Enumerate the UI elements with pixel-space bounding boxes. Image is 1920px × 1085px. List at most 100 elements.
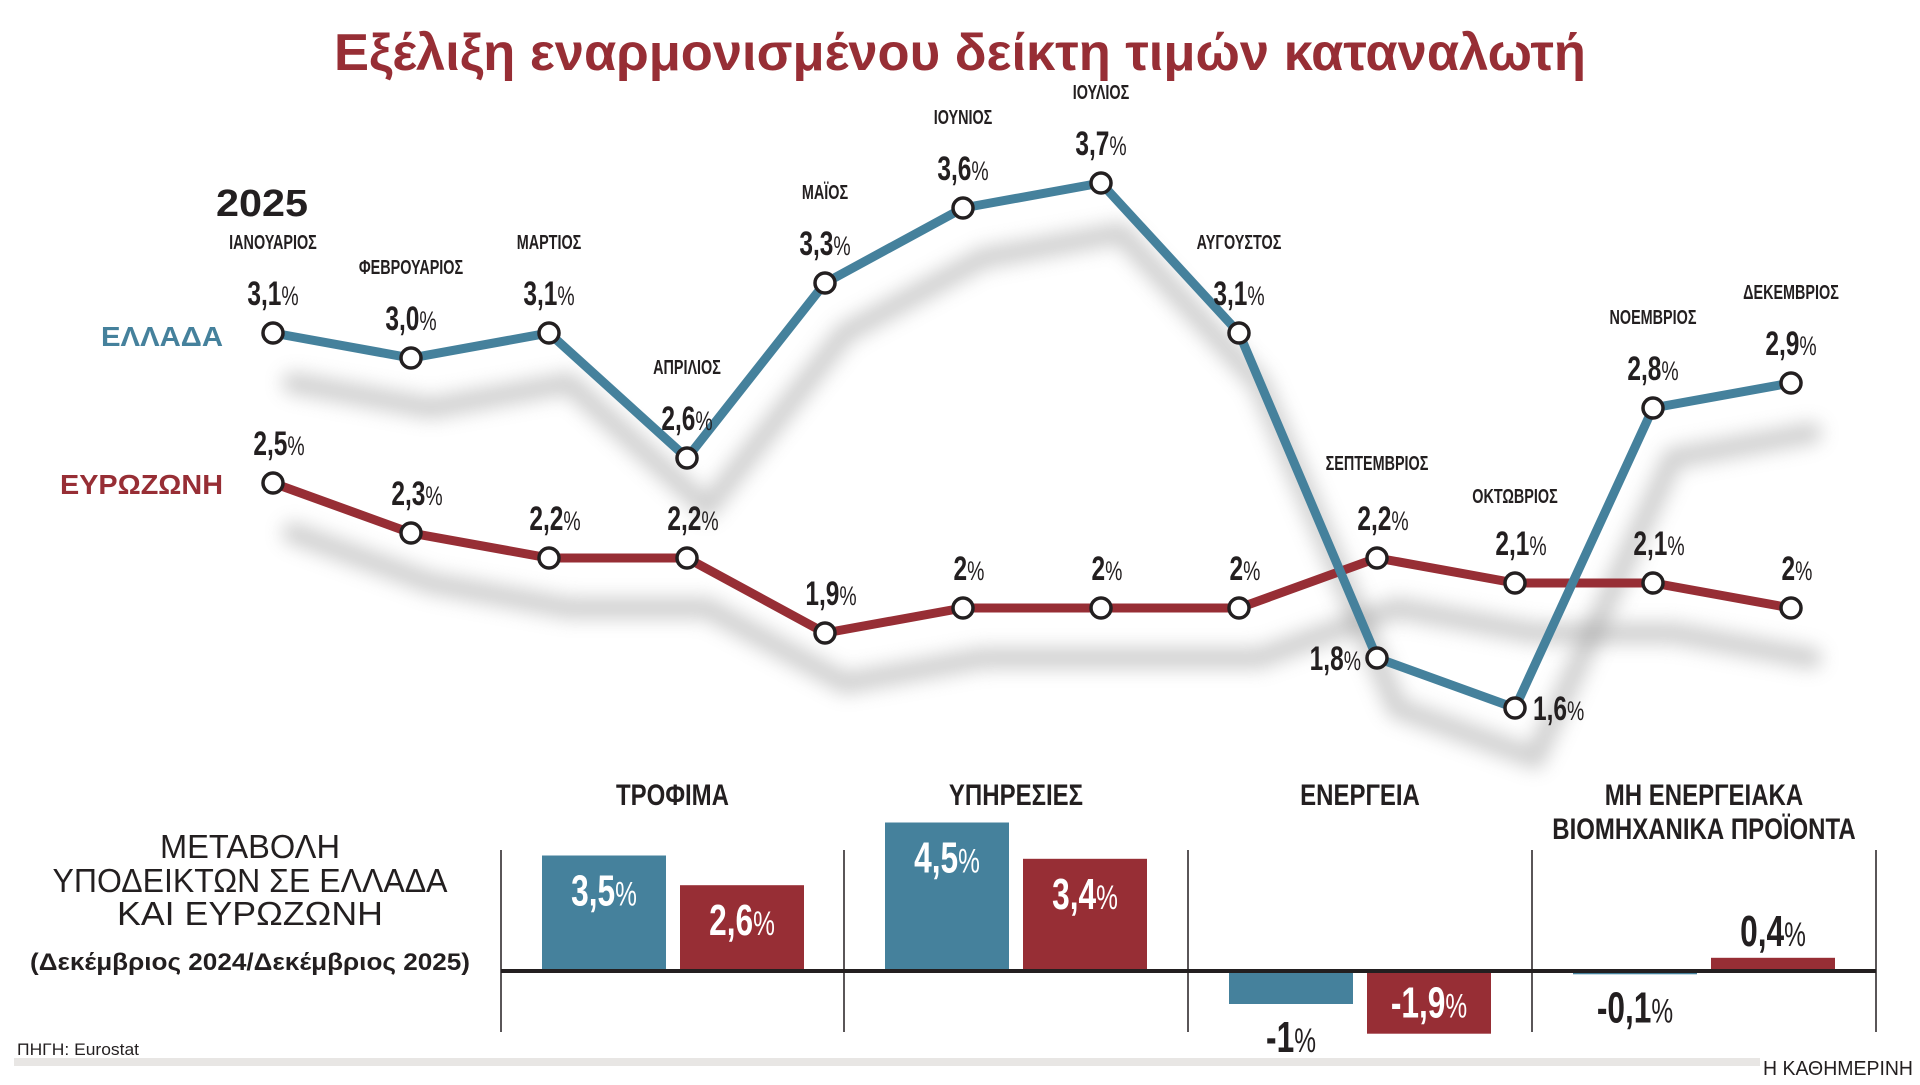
bar-value-eurozone-3-unit: % [1445,988,1467,1026]
bar-value-greece-4-unit: % [1651,992,1673,1030]
month-label-10: ΟΚΤΩΒΡΙΟΣ [1472,485,1557,508]
value-greece-9-unit: % [1344,646,1361,676]
point-greece-9 [1365,646,1389,670]
value-greece-5: 3,3% [799,225,850,263]
bar-category-4-line-2: ΒΙΟΜΗΧΑΝΙΚΑ ΠΡΟΪΟΝΤΑ [1552,811,1855,845]
value-eurozone-3-number: 2,2 [529,500,563,538]
month-label-2: ΦΕΒΡΟΥΑΡΙΟΣ [359,256,463,279]
bar-eurozone-2 [1023,858,1147,971]
value-greece-9-number: 1,8 [1310,640,1344,678]
value-greece-12-number: 2,9 [1765,325,1799,363]
month-label-3: ΜΑΡΤΙΟΣ [517,231,582,254]
line-eurozone [271,478,1792,638]
value-greece-7-unit: % [1109,131,1126,161]
value-greece-7-number: 3,7 [1075,125,1109,163]
point-eurozone-11 [1641,571,1665,595]
value-greece-2: 3,0% [385,300,436,338]
source-note: ΠΗΓΗ: Eurostat [17,1040,139,1059]
month-label-5: ΜΑΪΟΣ [802,181,848,204]
publisher-logo: Η ΚΑΘΗΜΕΡΙΝΗ [1763,1058,1913,1080]
point-eurozone-8 [1227,596,1251,620]
value-eurozone-10-number: 2,1 [1495,525,1529,563]
bar-category-1: ΤΡΟΦΙΜΑ [616,777,729,811]
value-eurozone-1-unit: % [287,431,304,461]
line-shadow-greece [282,222,1822,769]
value-eurozone-6-unit: % [967,556,984,586]
value-eurozone-2: 2,3% [391,475,442,513]
value-greece-6-unit: % [971,156,988,186]
month-label-6: ΙΟΥΝΙΟΣ [934,106,993,129]
point-greece-4 [675,446,699,470]
value-eurozone-2-number: 2,3 [391,475,425,513]
bar-subtitle: (Δεκέμβριος 2024/Δεκέμβριος 2025) [30,949,470,976]
value-eurozone-9-number: 2,2 [1357,500,1391,538]
month-label-8: ΑΥΓΟΥΣΤΟΣ [1197,231,1282,254]
legend-eurozone: ΕΥΡΩΖΩΝΗ [60,469,223,500]
value-greece-10: 1,6% [1533,690,1584,728]
line-series [261,171,1803,720]
value-greece-10-unit: % [1567,696,1584,726]
point-eurozone-3 [537,546,561,570]
value-greece-3-unit: % [557,281,574,311]
bar-value-eurozone-1-number: 2,6 [709,896,753,945]
value-eurozone-3-unit: % [563,506,580,536]
value-eurozone-12-number: 2 [1782,550,1796,588]
value-eurozone-9-unit: % [1391,506,1408,536]
point-greece-7 [1089,171,1113,195]
value-greece-2-number: 3,0 [385,300,419,338]
bar-value-greece-4: -0,1% [1597,983,1673,1032]
value-greece-3: 3,1% [523,275,574,313]
bar-value-eurozone-3: -1,9% [1391,979,1467,1028]
value-greece-4-unit: % [695,406,712,436]
value-greece-12-unit: % [1799,331,1816,361]
point-greece-11 [1641,396,1665,420]
value-eurozone-8-number: 2 [1230,550,1244,588]
bar-value-eurozone-4-unit: % [1784,916,1806,954]
bar-value-greece-2: 4,5% [914,833,980,882]
point-greece-10 [1503,696,1527,720]
value-eurozone-10-unit: % [1529,531,1546,561]
value-eurozone-5: 1,9% [805,575,856,613]
value-eurozone-12: 2% [1782,550,1813,588]
bar-category-2: ΥΠΗΡΕΣΙΕΣ [949,777,1083,811]
bar-labels: 3,5%4,5%-1%-0,1%2,6%3,4%-1,9%0,4% [571,833,1806,1062]
month-label-1: ΙΑΝΟΥΑΡΙΟΣ [229,231,317,254]
point-eurozone-1 [261,471,285,495]
value-eurozone-1: 2,5% [253,425,304,463]
value-eurozone-1-number: 2,5 [253,425,287,463]
point-eurozone-2 [399,521,423,545]
value-greece-4: 2,6% [661,400,712,438]
chart-title: Εξέλιξη εναρμονισμένου δείκτη τιμών κατα… [334,24,1586,82]
value-eurozone-12-unit: % [1795,556,1812,586]
bars [542,822,1835,1034]
bar-value-greece-3-number: -1 [1266,1013,1294,1062]
bar-value-greece-2-unit: % [958,843,980,881]
value-eurozone-8: 2% [1230,550,1261,588]
value-eurozone-2-unit: % [425,481,442,511]
footer-bar [14,1058,1760,1066]
value-eurozone-5-unit: % [839,581,856,611]
point-greece-2 [399,346,423,370]
bar-eurozone-3 [1367,971,1491,1034]
bar-value-eurozone-3-number: -1,9 [1391,979,1446,1028]
bar-value-eurozone-1-unit: % [753,905,775,943]
bar-value-eurozone-2-unit: % [1096,879,1118,917]
bar-value-eurozone-1: 2,6% [709,896,775,945]
bar-value-greece-2-number: 4,5 [914,833,958,882]
value-greece-12: 2,9% [1765,325,1816,363]
line-shadow-eurozone [282,522,1822,694]
bar-greece-3 [1229,971,1353,1004]
point-greece-12 [1779,371,1803,395]
point-eurozone-6 [951,596,975,620]
value-eurozone-6-number: 2 [954,550,968,588]
point-greece-1 [261,321,285,345]
bar-eurozone-1 [680,885,804,971]
bar-value-greece-4-number: -0,1 [1597,983,1652,1032]
point-greece-5 [813,271,837,295]
value-greece-6-number: 3,6 [937,150,971,188]
value-eurozone-9: 2,2% [1357,500,1408,538]
bar-title-line-3: ΚΑΙ ΕΥΡΩΖΩΝΗ [117,895,383,932]
value-greece-1-unit: % [281,281,298,311]
month-label-9: ΣΕΠΤΕΜΒΡΙΟΣ [1326,452,1429,475]
